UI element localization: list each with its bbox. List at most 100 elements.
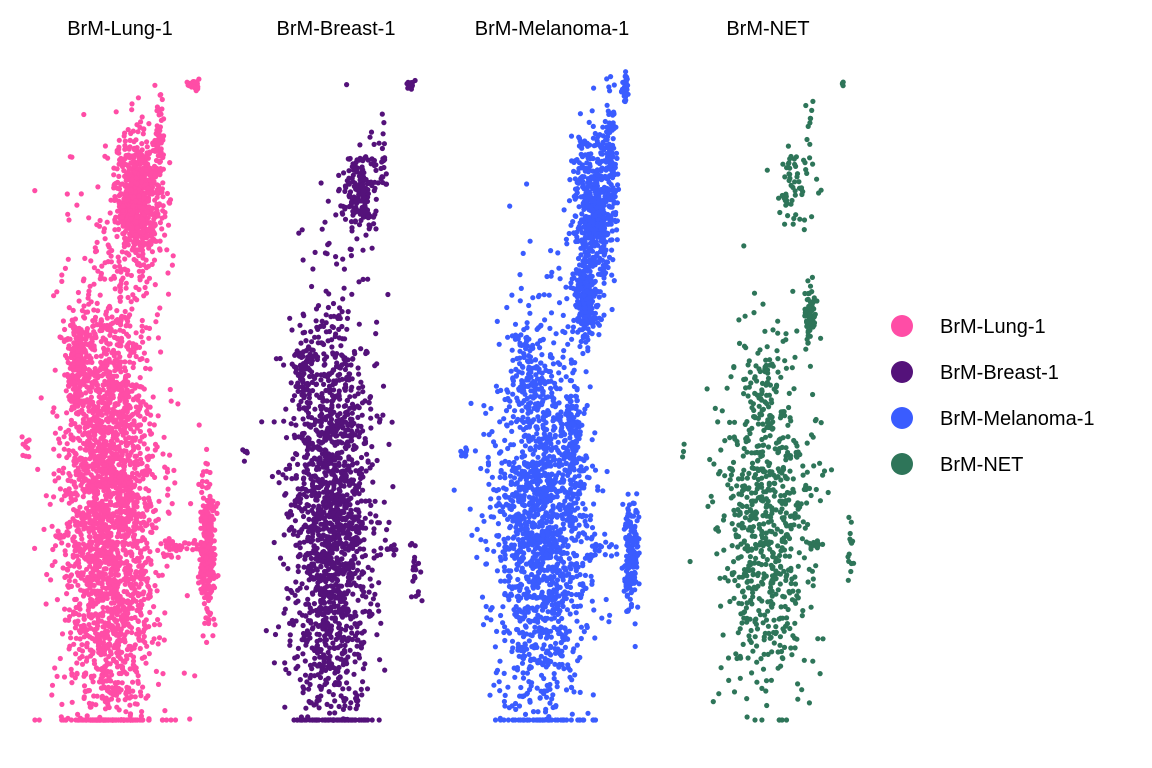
data-point	[70, 307, 76, 313]
data-point	[38, 395, 44, 401]
data-point	[131, 537, 137, 543]
data-point	[121, 241, 127, 247]
panel-0: BrM-Lung-1	[19, 18, 221, 723]
data-point	[131, 494, 137, 500]
data-point	[356, 434, 362, 440]
data-point	[139, 602, 145, 608]
data-point	[144, 279, 150, 285]
data-point	[116, 263, 123, 269]
data-point	[72, 316, 78, 322]
data-point	[95, 491, 101, 497]
data-point	[96, 679, 103, 685]
data-point	[196, 422, 202, 428]
data-point	[94, 542, 100, 548]
data-point	[90, 323, 96, 329]
data-point	[131, 460, 137, 466]
data-point	[112, 627, 118, 634]
data-point	[125, 267, 131, 274]
data-point	[134, 701, 140, 707]
data-point	[88, 394, 94, 400]
data-point	[95, 184, 101, 190]
data-point	[67, 154, 73, 160]
data-point	[63, 429, 69, 435]
data-point	[378, 620, 384, 626]
data-point	[141, 417, 147, 423]
data-point	[127, 359, 133, 365]
data-point	[159, 96, 165, 103]
data-point	[82, 255, 88, 261]
data-point	[98, 326, 104, 332]
data-point	[152, 282, 158, 288]
data-point	[75, 360, 81, 366]
data-point	[367, 180, 373, 186]
data-point	[102, 260, 108, 266]
data-point	[103, 672, 109, 678]
data-point	[135, 590, 141, 596]
data-point	[81, 366, 88, 373]
data-point	[91, 437, 97, 443]
data-point	[351, 348, 357, 355]
data-point	[83, 717, 89, 723]
data-point	[382, 667, 388, 673]
data-point	[318, 180, 324, 186]
data-point	[158, 111, 164, 117]
data-point	[111, 172, 117, 178]
data-point	[208, 584, 214, 590]
data-point	[186, 541, 192, 547]
data-point	[136, 525, 142, 531]
data-point	[116, 144, 122, 150]
data-point	[354, 187, 360, 193]
data-point	[107, 426, 113, 432]
data-point	[211, 551, 217, 557]
data-point	[90, 318, 96, 324]
data-point	[145, 467, 151, 473]
data-point	[109, 546, 115, 553]
data-point	[59, 278, 65, 284]
data-point	[87, 563, 93, 569]
data-point	[67, 519, 73, 525]
data-point	[381, 158, 387, 164]
data-point	[144, 578, 150, 585]
data-point	[164, 469, 171, 475]
data-point	[129, 528, 135, 534]
data-point	[35, 466, 41, 472]
data-point	[123, 689, 129, 695]
data-point	[98, 589, 104, 595]
data-point	[371, 221, 377, 227]
data-point	[146, 497, 152, 504]
data-point	[139, 147, 145, 153]
data-point	[169, 501, 175, 507]
data-point	[371, 141, 377, 147]
data-point	[110, 491, 116, 497]
data-point	[116, 137, 122, 143]
data-point	[48, 577, 54, 583]
data-point	[118, 631, 124, 638]
data-point	[130, 128, 136, 134]
data-point	[51, 293, 57, 299]
data-point	[80, 593, 87, 599]
data-point	[134, 470, 140, 476]
data-point	[94, 409, 100, 415]
data-point	[138, 581, 144, 587]
data-point	[313, 381, 320, 387]
data-point	[144, 139, 150, 145]
data-point	[82, 456, 89, 462]
data-point	[123, 551, 129, 558]
data-point	[165, 486, 171, 492]
data-point	[123, 192, 129, 198]
data-point	[137, 438, 143, 444]
data-point	[184, 546, 190, 552]
data-point	[44, 571, 50, 578]
data-point	[88, 299, 94, 305]
data-point	[95, 506, 101, 512]
data-point	[105, 717, 111, 723]
data-point	[352, 219, 358, 225]
data-point	[117, 298, 123, 304]
data-point	[302, 556, 308, 562]
data-point	[136, 253, 142, 259]
data-point	[103, 475, 109, 481]
data-point	[61, 674, 68, 680]
data-point	[381, 499, 387, 505]
data-point	[122, 156, 128, 162]
data-point	[188, 501, 194, 507]
